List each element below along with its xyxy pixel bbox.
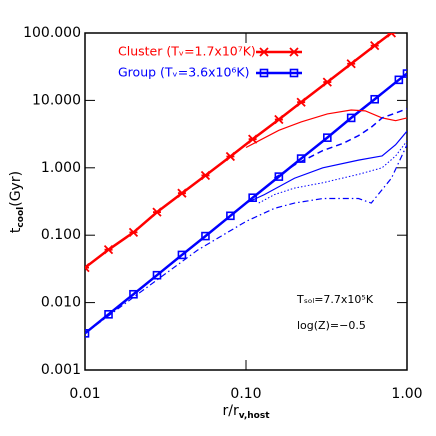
x-tick-label: 1.00: [391, 386, 422, 402]
plot-area: [85, 33, 407, 338]
marker: [85, 329, 90, 338]
y-tick-label: 0.001: [41, 362, 81, 378]
y-label-main: t: [8, 227, 24, 233]
marker: [289, 47, 299, 57]
x-label-main: r/r: [222, 403, 238, 419]
marker: [370, 94, 379, 104]
marker: [259, 47, 269, 57]
x-tick-label: 0.01: [69, 386, 100, 402]
x-tick-label: 0.10: [230, 386, 261, 402]
series-line: [273, 108, 407, 179]
marker: [370, 40, 380, 51]
marker: [386, 33, 397, 38]
y-label-sub: cool: [16, 207, 26, 228]
y-tick-label: 10.000: [32, 92, 81, 108]
legend-label: Cluster (Tᵥ=1.7x10⁷K): [118, 44, 256, 59]
y-label-rest: (Gyr): [8, 171, 24, 207]
series-line: [85, 72, 407, 335]
marker: [323, 133, 332, 142]
marker: [103, 245, 114, 255]
marker: [200, 170, 211, 181]
marker: [259, 68, 269, 78]
series-line: [245, 109, 407, 149]
marker: [274, 114, 284, 125]
marker: [346, 59, 356, 69]
marker: [201, 231, 210, 241]
annotation: log(Z)=−0.5: [297, 319, 366, 332]
marker: [152, 270, 162, 280]
marker: [248, 134, 258, 144]
marker: [152, 207, 162, 217]
annotation: Tₛₒₗ=7.7x10⁵K: [296, 293, 374, 306]
marker: [128, 227, 139, 238]
marker: [129, 289, 138, 299]
y-tick-label: 1.000: [41, 160, 81, 176]
marker: [346, 113, 356, 123]
legend-label: Group (Tᵥ=3.6x10⁶K): [118, 65, 250, 80]
marker: [225, 151, 236, 162]
y-tick-label: 100.000: [23, 25, 81, 41]
marker: [289, 68, 299, 78]
series-line: [245, 130, 407, 204]
x-label-sub: v,host: [239, 411, 270, 421]
marker: [274, 172, 284, 181]
marker: [322, 77, 332, 87]
y-tick-label: 0.100: [41, 227, 81, 243]
marker: [296, 97, 306, 107]
marker: [402, 69, 407, 78]
marker: [226, 211, 235, 221]
marker: [85, 263, 90, 273]
marker: [177, 250, 187, 260]
marker: [248, 193, 257, 203]
marker: [104, 310, 113, 319]
marker: [394, 75, 404, 85]
x-axis-label: r/rv,host: [222, 403, 270, 421]
y-axis-label: tcool(Gyr): [8, 171, 26, 233]
series-line: [85, 144, 407, 334]
y-tick-label: 0.010: [41, 295, 81, 311]
marker: [177, 188, 187, 198]
series-line: [258, 140, 407, 204]
